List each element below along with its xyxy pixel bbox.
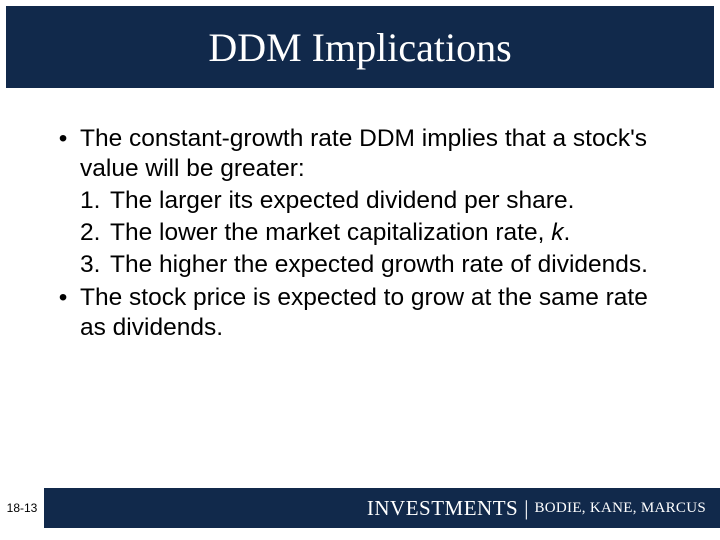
bullet-text: The constant-growth rate DDM implies tha… [80, 124, 674, 281]
numbered-label: 1. [80, 186, 110, 216]
slide-footer: 18-13 INVESTMENTS | BODIE, KANE, MARCUS [0, 488, 720, 528]
bullet-lead-text: The constant-growth rate DDM implies tha… [80, 125, 647, 182]
numbered-text: The higher the expected growth rate of d… [110, 250, 674, 280]
footer-brand: INVESTMENTS [367, 496, 518, 521]
numbered-item: 2. The lower the market capitalization r… [80, 218, 674, 248]
bullet-text: The stock price is expected to grow at t… [80, 283, 674, 343]
footer-authors: BODIE, KANE, MARCUS [534, 500, 706, 517]
slide-title: DDM Implications [208, 24, 511, 71]
numbered-item: 1. The larger its expected dividend per … [80, 186, 674, 216]
bullet-marker: • [46, 124, 80, 281]
footer-separator: | [524, 496, 528, 521]
footer-bar: INVESTMENTS | BODIE, KANE, MARCUS [44, 488, 720, 528]
bullet-item: • The constant-growth rate DDM implies t… [46, 124, 674, 281]
slide-content: • The constant-growth rate DDM implies t… [0, 88, 720, 343]
page-number: 18-13 [0, 488, 44, 528]
numbered-text: The lower the market capitalization rate… [110, 218, 674, 248]
bullet-item: • The stock price is expected to grow at… [46, 283, 674, 343]
numbered-item: 3. The higher the expected growth rate o… [80, 250, 674, 280]
bullet-marker: • [46, 283, 80, 343]
numbered-label: 3. [80, 250, 110, 280]
title-bar: DDM Implications [6, 6, 714, 88]
numbered-list: 1. The larger its expected dividend per … [80, 186, 674, 280]
numbered-label: 2. [80, 218, 110, 248]
numbered-text: The larger its expected dividend per sha… [110, 186, 674, 216]
